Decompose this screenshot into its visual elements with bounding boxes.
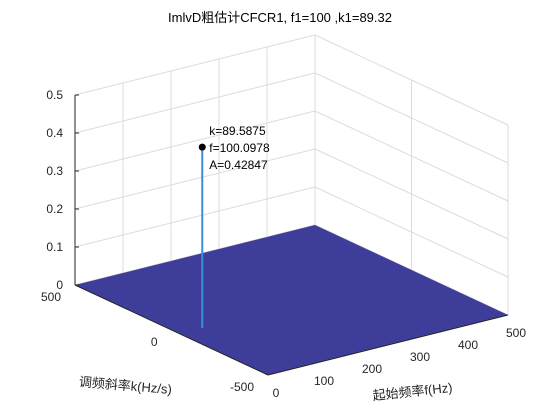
- grid-line-z-back: [74, 186, 316, 248]
- z-tick-label: 0.2: [46, 202, 63, 216]
- x-tick-label: 400: [458, 338, 478, 352]
- datatip-f-value: f=100.0978: [209, 141, 270, 155]
- grid-line-z-back: [74, 34, 316, 96]
- chart-axes: [74, 95, 509, 376]
- chart-title: ImlvD粗估计CFCR1, f1=100 ,k1=89.32: [168, 10, 392, 25]
- x-tick-labels: 0 100 200 300 400 500: [273, 326, 527, 400]
- grid-line-z-side: [314, 148, 509, 240]
- x-tick-label: 100: [314, 374, 334, 388]
- grid-line-z-side: [314, 34, 509, 126]
- z-tick-label: 0.4: [46, 126, 63, 140]
- y-axis-label: 调频斜率k(Hz/s): [78, 374, 172, 397]
- grid-line-z-back: [74, 72, 316, 134]
- grid-line-z-side: [314, 110, 509, 202]
- y-tick-labels: -500 0 500: [41, 290, 254, 394]
- y-axis-line: [74, 284, 269, 376]
- x-tick-label: 300: [410, 350, 430, 364]
- y-tick-label: 500: [41, 290, 61, 304]
- grid-line-z-back: [74, 110, 316, 172]
- surface-plane: [75, 225, 508, 375]
- x-tick-label: 200: [362, 362, 382, 376]
- x-tick-label: 500: [506, 326, 526, 340]
- grid-line-z-side: [314, 186, 509, 278]
- z-tick-labels: 0 0.1 0.2 0.3 0.4 0.5: [46, 88, 79, 292]
- x-tick-label: 0: [273, 386, 280, 400]
- y-tick-label: 0: [151, 335, 158, 349]
- grid-line-z-back: [74, 148, 316, 210]
- z-tick-label: 0.1: [46, 240, 63, 254]
- grid-line-z-side: [314, 72, 509, 164]
- z-tick-label: 0.3: [46, 164, 63, 178]
- datatip-amplitude-value: A=0.42847: [209, 158, 268, 172]
- peak-datatip: k=89.5875 f=100.0978 A=0.42847: [198, 124, 270, 172]
- z-tick-label: 0.5: [46, 88, 63, 102]
- datatip-k-value: k=89.5875: [209, 124, 266, 138]
- peak-marker: [198, 143, 206, 151]
- x-axis-label: 起始频率f(Hz): [372, 380, 453, 403]
- y-tick-label: -500: [230, 380, 254, 394]
- z-tick-label: 0: [56, 278, 63, 292]
- x-axis-line: [267, 314, 509, 376]
